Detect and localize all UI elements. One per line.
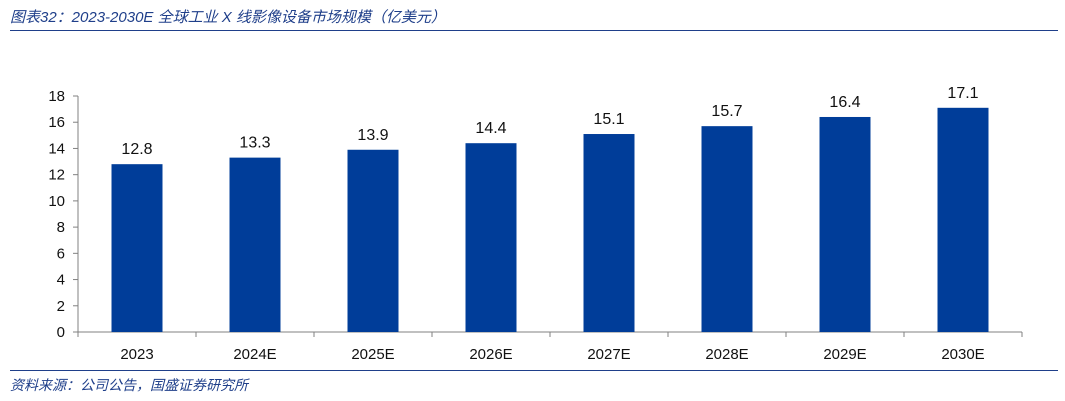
bar-2029E [819, 116, 871, 332]
x-tick-label: 2024E [233, 346, 276, 363]
x-axis: 2023 2024E 2025E 2026E 2027E 2028E 2029E 2030E [77, 331, 1023, 363]
data-label-2027E: 15.1 [593, 111, 624, 128]
y-tick-label: 8 [57, 219, 65, 236]
x-tick-label: 2026E [469, 346, 512, 363]
x-tick-label: 2028E [705, 346, 748, 363]
bar-2030E [937, 107, 989, 332]
bar-2025E [347, 149, 399, 332]
x-tick-label: 2025E [351, 346, 394, 363]
data-label-2030E: 17.1 [947, 85, 978, 102]
y-tick-label: 0 [57, 324, 65, 341]
data-label-2026E: 14.4 [475, 120, 506, 137]
y-tick-label: 18 [48, 88, 65, 105]
bar-2026E [465, 143, 517, 332]
data-labels: 12.8 13.3 13.9 14.4 15.1 15.7 16.4 17.1 [121, 85, 978, 158]
chart-caption: 图表32：2023-2030E 全球工业 X 线影像设备市场规模（亿美元） [10, 9, 446, 26]
x-tick-label: 2027E [587, 346, 630, 363]
y-tick-label: 12 [48, 167, 65, 184]
chart-header: 图表32：2023-2030E 全球工业 X 线影像设备市场规模（亿美元） [10, 4, 1058, 31]
bar-2023 [111, 164, 163, 332]
x-tick-label: 2029E [823, 346, 866, 363]
bar-2027E [583, 134, 635, 332]
data-label-2023: 12.8 [121, 141, 152, 158]
y-tick-label: 4 [57, 272, 65, 289]
data-label-2025E: 13.9 [357, 127, 388, 144]
y-tick-label: 6 [57, 245, 65, 262]
y-tick-label: 16 [48, 114, 65, 131]
x-tick-label: 2023 [120, 346, 153, 363]
y-tick-label: 10 [48, 193, 65, 210]
chart-footer: 资料来源：公司公告，国盛证券研究所 [10, 370, 1058, 399]
data-label-2028E: 15.7 [711, 103, 742, 120]
y-tick-label: 14 [48, 140, 65, 157]
x-tick-label: 2030E [941, 346, 984, 363]
data-label-2024E: 13.3 [239, 135, 270, 152]
source-note: 资料来源：公司公告，国盛证券研究所 [10, 377, 248, 393]
bar-series [111, 107, 989, 333]
data-label-2029E: 16.4 [829, 94, 860, 111]
bar-2028E [701, 126, 753, 333]
y-tick-label: 2 [57, 298, 65, 315]
bar-2024E [229, 157, 281, 332]
y-axis: 0 2 4 6 8 10 12 14 16 18 [48, 88, 79, 341]
